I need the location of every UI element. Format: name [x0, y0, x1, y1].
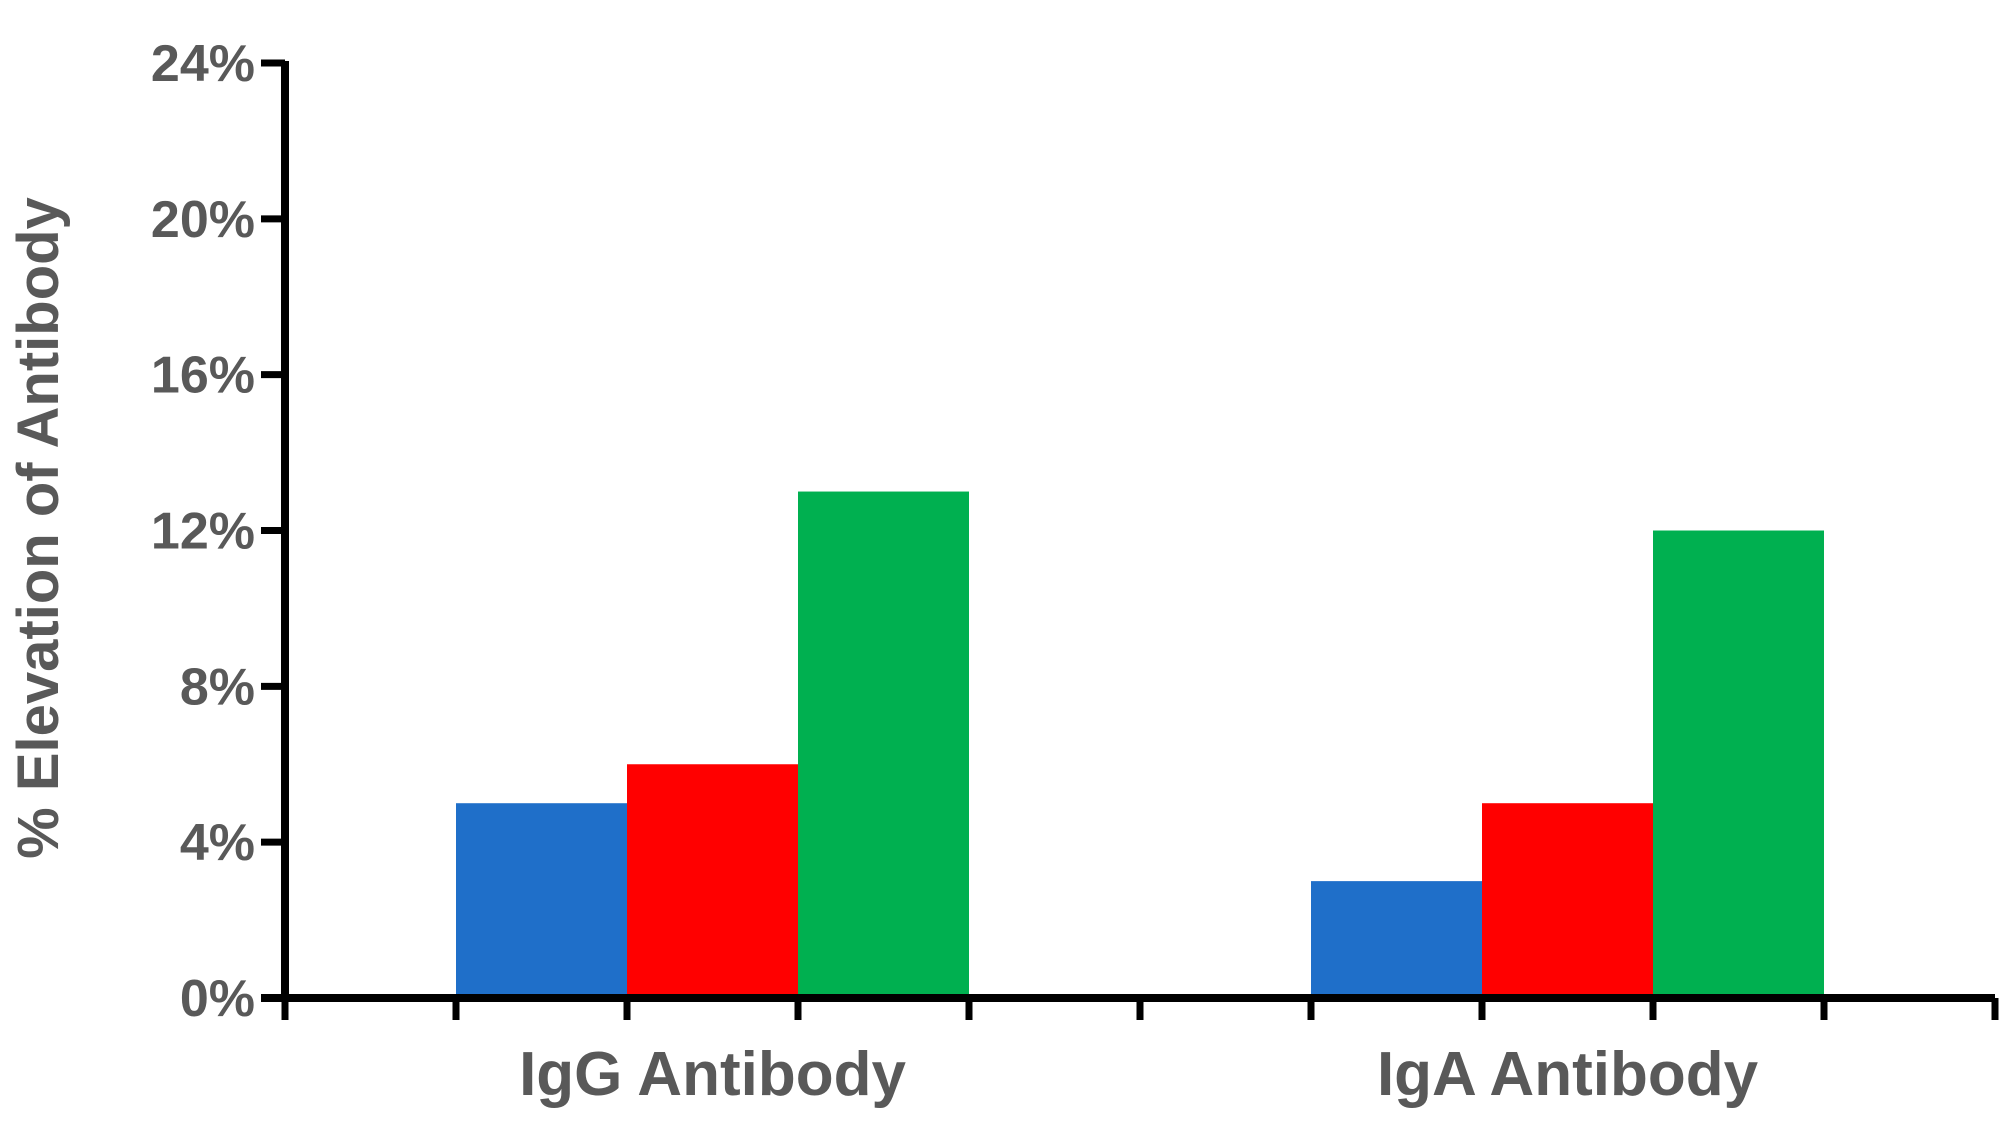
y-tick-label: 4% — [180, 814, 255, 872]
y-tick-label: 8% — [180, 658, 255, 716]
bar-1-series-1 — [456, 803, 627, 998]
bar-2-series-1 — [1311, 881, 1482, 998]
bar-2-series-3 — [1653, 530, 1824, 998]
bar-1-series-3 — [798, 491, 969, 998]
labels-group: IgG Antibody IgA Antibody 0% 4% 8% 12% 16% 20% 2… — [151, 35, 1759, 1109]
x-category-label: IgA Antibody — [1377, 1040, 1759, 1109]
y-tick-label: 12% — [151, 503, 255, 561]
y-axis-title: % Elevation of Antibody — [6, 197, 71, 859]
bar-2-series-2 — [1482, 803, 1653, 998]
y-tick-label: 20% — [151, 191, 255, 249]
y-tick-label: 16% — [151, 347, 255, 405]
bars-group — [456, 491, 1824, 998]
y-tick-label: 24% — [151, 35, 255, 93]
y-tick-label: 0% — [180, 970, 255, 1028]
x-category-label: IgG Antibody — [519, 1040, 906, 1109]
bar-1-series-2 — [627, 764, 798, 998]
axes-group — [261, 59, 1999, 1020]
